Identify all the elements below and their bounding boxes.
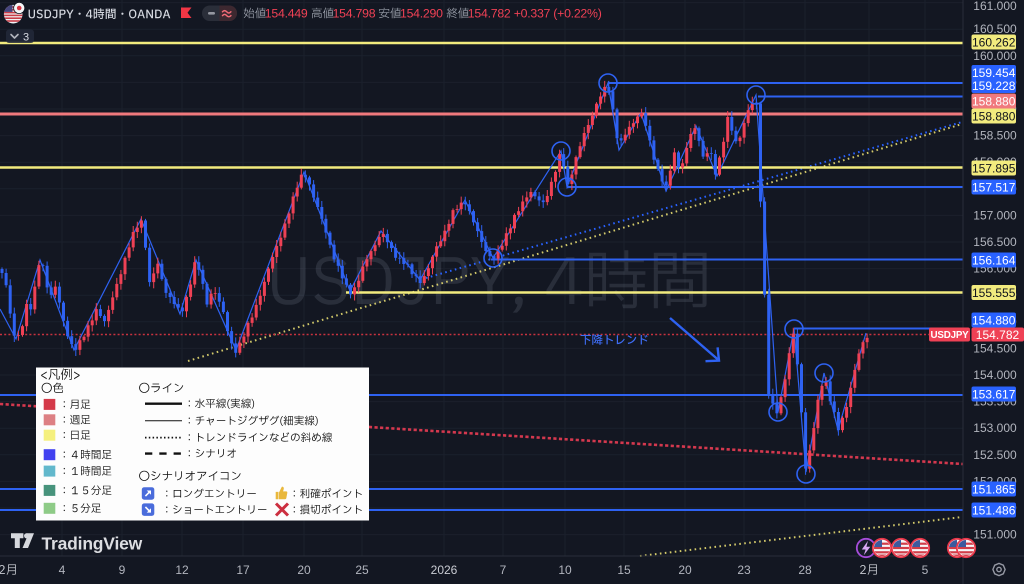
svg-text:154.880: 154.880 — [972, 313, 1016, 327]
svg-text:7: 7 — [500, 563, 507, 577]
svg-text:151.486: 151.486 — [972, 503, 1016, 517]
svg-text:151.000: 151.000 — [973, 528, 1017, 542]
svg-text:USDJPY: USDJPY — [930, 330, 969, 341]
svg-text:160.000: 160.000 — [973, 49, 1017, 63]
svg-text:153.617: 153.617 — [972, 387, 1016, 401]
svg-text:151.865: 151.865 — [972, 482, 1016, 496]
svg-text:+0.337 (+0.22%): +0.337 (+0.22%) — [514, 6, 602, 20]
svg-text:2026: 2026 — [431, 563, 458, 577]
svg-text:TradingView: TradingView — [42, 534, 143, 554]
svg-text:160.262: 160.262 — [972, 35, 1016, 49]
svg-text:153.000: 153.000 — [973, 421, 1017, 435]
svg-text:160.500: 160.500 — [973, 22, 1017, 36]
svg-text:5: 5 — [922, 563, 929, 577]
svg-text:28: 28 — [798, 563, 812, 577]
svg-text:154.500: 154.500 — [973, 341, 1017, 355]
svg-text:157.895: 157.895 — [972, 161, 1016, 175]
svg-text:152.500: 152.500 — [973, 448, 1017, 462]
svg-text:158.880: 158.880 — [972, 109, 1016, 123]
svg-text:158.500: 158.500 — [973, 129, 1017, 143]
svg-text:20: 20 — [297, 563, 311, 577]
svg-text:158.880: 158.880 — [972, 94, 1016, 108]
svg-text:157.517: 157.517 — [972, 180, 1016, 194]
svg-text:25: 25 — [355, 563, 369, 577]
svg-text:154.782: 154.782 — [976, 328, 1020, 342]
svg-text:17: 17 — [236, 563, 250, 577]
svg-text:157.000: 157.000 — [973, 208, 1017, 222]
svg-text:161.000: 161.000 — [973, 0, 1017, 13]
svg-text:9: 9 — [119, 563, 126, 577]
svg-text:155.555: 155.555 — [972, 286, 1016, 300]
svg-text:154.290: 154.290 — [400, 6, 443, 20]
svg-text:15: 15 — [617, 563, 631, 577]
svg-text:154.782: 154.782 — [468, 6, 511, 20]
svg-text:10: 10 — [558, 563, 572, 577]
svg-text:12: 12 — [175, 563, 189, 577]
svg-text:159.228: 159.228 — [972, 79, 1016, 93]
svg-text:154.798: 154.798 — [333, 6, 376, 20]
svg-text:156.500: 156.500 — [973, 235, 1017, 249]
svg-text:20: 20 — [678, 563, 692, 577]
svg-text:23: 23 — [737, 563, 751, 577]
svg-text:154.449: 154.449 — [265, 6, 308, 20]
svg-text:154.000: 154.000 — [973, 368, 1017, 382]
svg-text:4: 4 — [59, 563, 66, 577]
svg-text:156.164: 156.164 — [972, 253, 1016, 267]
svg-text:3: 3 — [23, 32, 29, 44]
svg-text:159.454: 159.454 — [972, 66, 1016, 80]
